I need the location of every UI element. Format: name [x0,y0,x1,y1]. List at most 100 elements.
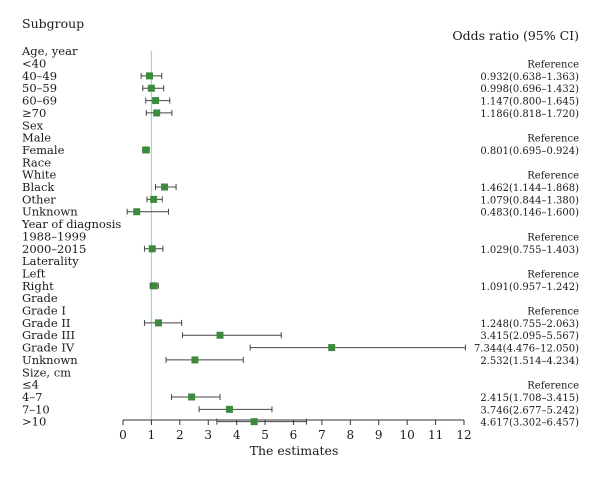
subgroup-row: Black 1.462(1.144–1.868) [22,180,579,194]
x-tick-label: 5 [261,428,269,442]
odds-ratio-value: 2.532(1.514–4.234) [480,356,579,367]
odds-ratio-marker [188,393,196,401]
odds-ratio-marker [154,319,162,327]
x-tick-label: 3 [204,428,212,442]
odds-ratio-value: 0.932(0.638–1.363) [480,72,579,83]
odds-ratio-marker [225,405,233,413]
odds-ratio-marker [150,282,158,290]
odds-ratio-marker [148,245,156,253]
x-tick-label: 12 [456,428,471,442]
subgroup-label: ≤4 [22,378,39,392]
x-tick-label: 11 [428,428,443,442]
odds-ratio-value: 0.801(0.695–0.924) [480,146,579,157]
subgroup-row: Unknown 2.532(1.514–4.234) [22,353,579,367]
odds-ratio-marker [147,84,155,92]
group-heading-label: Laterality [22,254,79,268]
subgroup-label: White [22,168,57,182]
odds-ratio-value: 1.029(0.755–1.403) [480,245,579,256]
subgroup-label: Unknown [22,353,78,367]
odds-ratio-marker [150,195,158,203]
subgroup-row: ≥70 1.186(0.818–1.720) [22,106,579,120]
group-heading-label: Size, cm [22,365,71,379]
group-heading-label: Sex [22,118,44,132]
subgroup-row: <40 Reference [22,57,579,71]
subgroup-label: 40–49 [22,69,57,83]
group-heading-row: Size, cm [22,365,71,379]
subgroup-row: >10 4.617(3.302–6.457) [22,415,579,429]
odds-ratio-marker [328,344,336,352]
odds-ratio-value: 1.147(0.800–1.645) [480,97,579,108]
subgroup-row: Grade II 1.248(0.755–2.063) [22,316,579,330]
subgroup-label: 60–69 [22,94,57,108]
subgroup-label: Grade I [22,304,66,318]
odds-ratio-marker [142,146,150,154]
subgroup-label: 7–10 [22,402,50,416]
reference-label: Reference [527,307,579,318]
subgroup-row: ≤4 Reference [22,378,579,392]
x-tick-label: 7 [318,428,326,442]
odds-ratio-marker [153,109,161,117]
subgroup-label: Unknown [22,205,78,219]
group-heading-row: Sex [22,118,44,132]
subgroup-row: Female 0.801(0.695–0.924) [22,143,579,157]
odds-ratio-marker [133,208,141,216]
group-heading-label: Age, year [21,44,78,58]
x-tick-label: 0 [119,428,127,442]
odds-ratio-marker [191,356,199,364]
odds-ratio-value: 1.079(0.844–1.380) [480,195,579,206]
odds-ratio-value: 0.483(0.146–1.600) [480,208,579,219]
subgroup-label: >10 [22,415,46,429]
subgroup-row: 4–7 2.415(1.708–3.415) [22,390,579,404]
group-heading-row: Race [22,155,51,169]
odds-ratio-value: 0.998(0.696–1.432) [480,84,579,95]
odds-ratio-marker [152,97,160,105]
subgroup-row: Male Reference [22,131,579,145]
subgroup-row: Grade III 3.415(2.095–5.567) [22,328,579,342]
group-heading-label: Race [22,155,51,169]
subgroup-row: White Reference [22,168,579,182]
subgroup-label: Right [22,279,54,293]
subgroup-row: Other 1.079(0.844–1.380) [22,192,579,206]
odds-ratio-value: 1.462(1.144–1.868) [480,183,579,194]
subgroup-row: 1988–1999 Reference [22,229,579,243]
odds-ratio-value: 3.746(2.677–5.242) [480,405,579,416]
odds-ratio-value: 4.617(3.302–6.457) [480,418,579,429]
subgroup-label: ≥70 [22,106,46,120]
x-tick-label: 9 [375,428,383,442]
x-axis-title: The estimates [250,443,339,458]
reference-label: Reference [527,134,579,145]
odds-ratio-marker [161,183,169,191]
subgroup-label: 1988–1999 [22,229,86,243]
x-tick-label: 6 [290,428,298,442]
subgroup-row: 7–10 3.746(2.677–5.242) [22,402,579,416]
subgroup-row: Grade I Reference [22,304,579,318]
subgroup-label: Other [22,192,56,206]
odds-ratio-header: Odds ratio (95% CI) [452,28,579,43]
x-tick-label: 1 [148,428,156,442]
group-heading-row: Laterality [22,254,79,268]
odds-ratio-value: 1.186(0.818–1.720) [480,109,579,120]
odds-ratio-marker [216,331,224,339]
subgroup-header: Subgroup [22,16,84,31]
x-tick-label: 2 [176,428,184,442]
subgroup-row: Left Reference [22,266,579,280]
subgroup-label: Male [22,131,51,145]
subgroup-label: <40 [22,57,46,71]
subgroup-label: Black [22,180,55,194]
subgroup-row: 2000–2015 1.029(0.755–1.403) [22,242,579,256]
subgroup-label: Grade II [22,316,70,330]
subgroup-row: Grade IV 7.344(4.476–12.050) [22,341,579,355]
group-heading-row: Grade [22,291,58,305]
x-tick-label: 4 [233,428,241,442]
x-tick-label: 10 [400,428,415,442]
reference-label: Reference [527,269,579,280]
reference-label: Reference [527,60,579,71]
subgroup-label: Left [22,266,46,280]
group-heading-label: Year of diagnosis [21,217,121,231]
odds-ratio-value: 1.248(0.755–2.063) [480,319,579,330]
reference-label: Reference [527,381,579,392]
reference-label: Reference [527,232,579,243]
subgroup-label: Female [22,143,65,157]
subgroup-row: 50–59 0.998(0.696–1.432) [22,81,579,95]
